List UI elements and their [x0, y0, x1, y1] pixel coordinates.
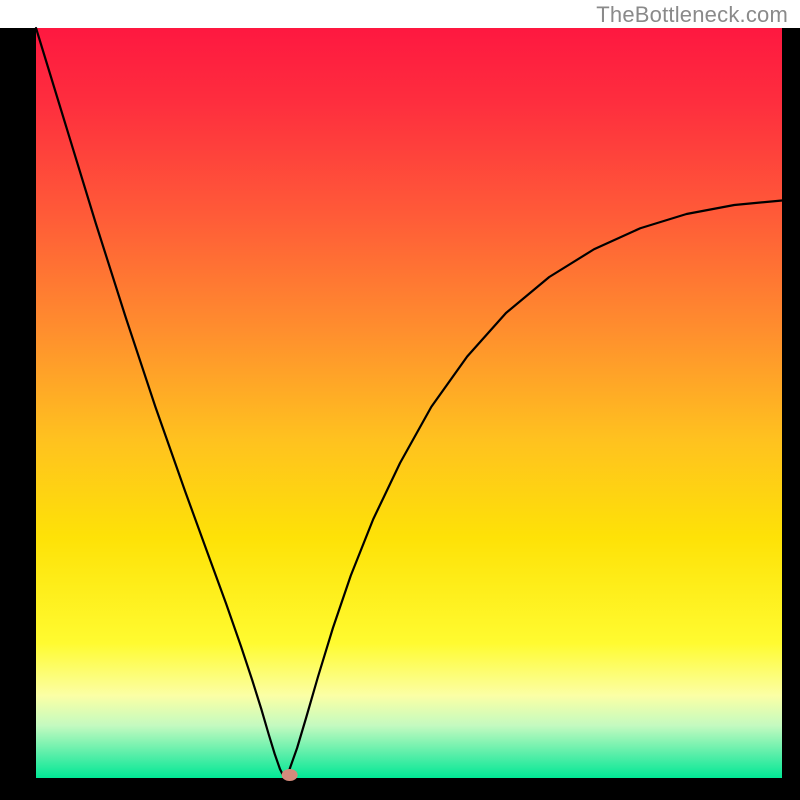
frame-bottom: [0, 778, 800, 800]
optimal-point-marker: [282, 769, 298, 781]
bottleneck-chart: [0, 0, 800, 800]
chart-background: [36, 28, 782, 778]
frame-left: [0, 28, 36, 800]
frame-right: [782, 28, 800, 800]
watermark-text: TheBottleneck.com: [596, 2, 788, 28]
chart-svg: [0, 0, 800, 800]
